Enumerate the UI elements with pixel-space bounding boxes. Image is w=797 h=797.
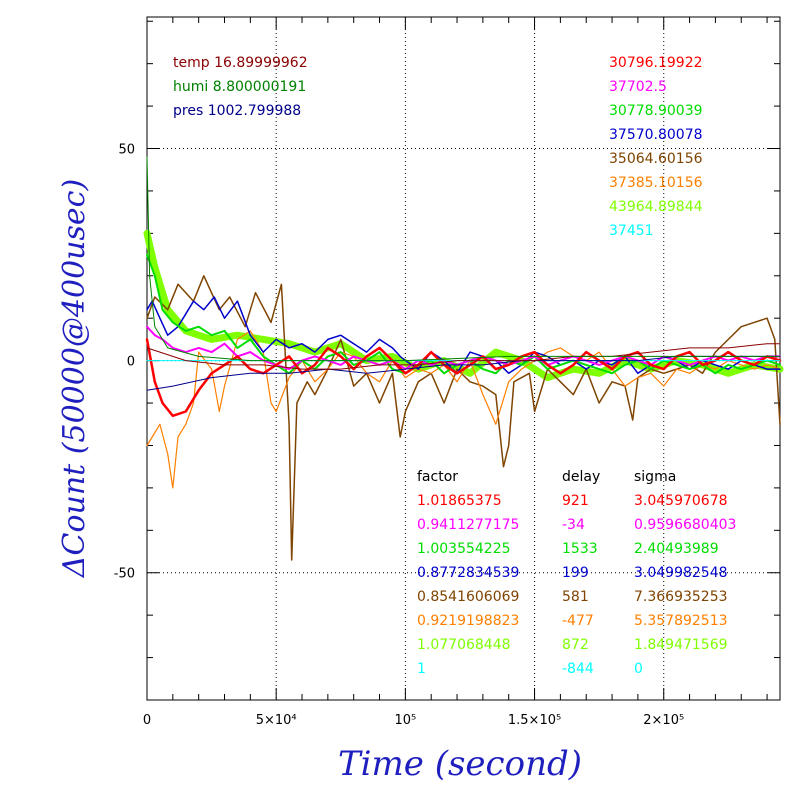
table-cell-sigma: 0.9596680403 <box>634 517 736 533</box>
table-cell-delay: 199 <box>562 565 589 581</box>
x-tick-label: 5×10⁴ <box>256 713 297 728</box>
x-tick-label: 1.5×10⁵ <box>508 713 561 728</box>
mean-value: 37702.5 <box>609 79 667 95</box>
y-tick-label: 50 <box>118 143 135 158</box>
x-tick-label: 2×10⁵ <box>643 713 684 728</box>
table-cell-sigma: 0 <box>634 661 643 677</box>
table-cell-sigma: 1.849471569 <box>634 637 728 653</box>
mean-value: 30778.90039 <box>609 103 703 119</box>
mean-value: 37385.10156 <box>609 175 703 191</box>
table-cell-sigma: 2.40493989 <box>634 541 719 557</box>
table-cell-sigma: 3.049982548 <box>634 565 728 581</box>
table-cell-factor: 0.9219198823 <box>417 613 519 629</box>
y-tick-label: -50 <box>114 567 135 582</box>
mean-value: 35064.60156 <box>609 151 703 167</box>
env-label: pres 1002.799988 <box>173 103 301 119</box>
table-cell-factor: 0.8772834539 <box>417 565 519 581</box>
table-cell-delay: -34 <box>562 517 585 533</box>
table-cell-factor: 1.077068448 <box>417 637 511 653</box>
env-label: temp 16.89999962 <box>173 55 308 71</box>
table-cell-sigma: 7.366935253 <box>634 589 728 605</box>
table-cell-delay: 872 <box>562 637 589 653</box>
table-cell-factor: 1.003554225 <box>417 541 511 557</box>
table-cell-factor: 0.9411277175 <box>417 517 519 533</box>
series-line <box>146 330 781 489</box>
mean-value: 30796.19922 <box>609 55 703 71</box>
table-header: sigma <box>634 469 676 485</box>
table-cell-factor: 1.01865375 <box>417 493 502 509</box>
plot-frame <box>146 16 781 701</box>
table-header: delay <box>562 469 600 485</box>
y-axis-title: ΔCount (50000@400usec) <box>57 179 92 578</box>
axis-ticks: 0 5×10⁴ 10⁵ 1.5×10⁵ 2×10⁵ 50 0 -50 <box>114 17 780 728</box>
table-cell-sigma: 3.045970678 <box>634 493 728 509</box>
series-line <box>145 338 782 418</box>
table-cell-delay: 921 <box>562 493 589 509</box>
mean-value: 43964.89844 <box>609 199 703 215</box>
annotations: temp 16.89999962 humi 8.800000191 pres 100… <box>173 55 736 677</box>
mean-value: 37570.80078 <box>609 127 703 143</box>
series-line <box>146 343 781 370</box>
table-cell-factor: 0.8541606069 <box>417 589 519 605</box>
table-cell-sigma: 5.357892513 <box>634 613 728 629</box>
table-cell-delay: 1533 <box>562 541 598 557</box>
table-cell-factor: 1 <box>417 661 426 677</box>
y-tick-label: 0 <box>127 355 135 370</box>
table-cell-delay: -477 <box>562 613 594 629</box>
table-cell-delay: 581 <box>562 589 589 605</box>
x-axis-title: Time (second) <box>338 744 582 784</box>
series-group <box>143 156 784 561</box>
x-tick-label: 0 <box>143 713 151 728</box>
series-line <box>146 156 781 362</box>
table-header: factor <box>417 469 458 485</box>
series-line <box>146 275 781 561</box>
x-tick-label: 10⁵ <box>394 713 416 728</box>
table-cell-delay: -844 <box>562 661 594 677</box>
mean-value: 37451 <box>609 223 654 239</box>
env-label: humi 8.800000191 <box>173 79 306 95</box>
